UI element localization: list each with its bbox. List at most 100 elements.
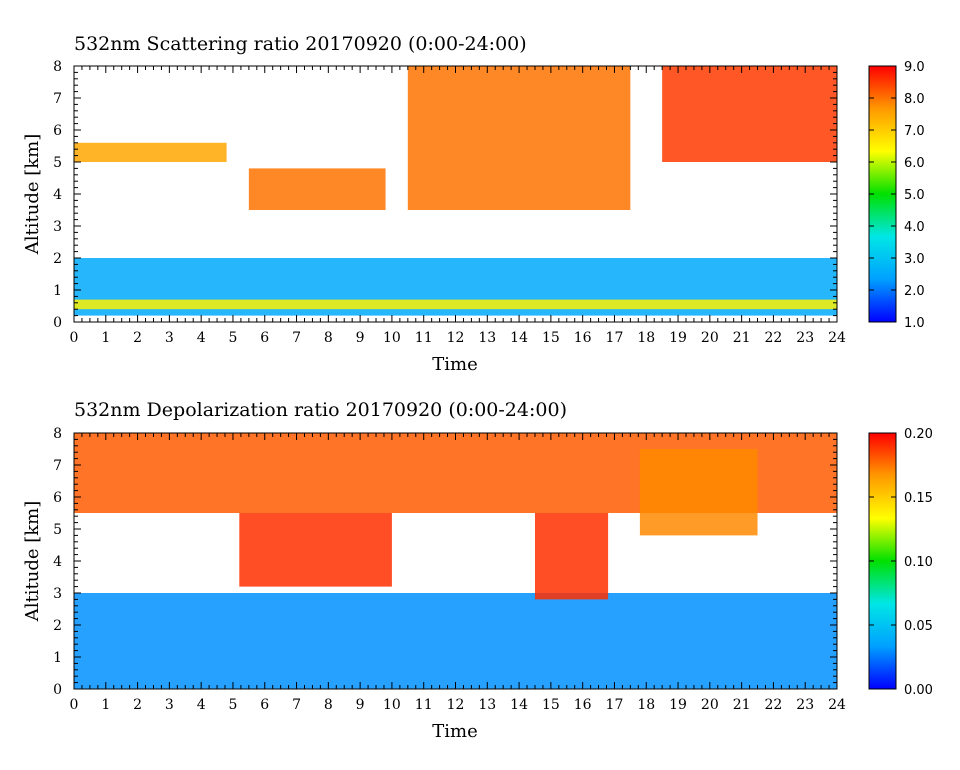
x-tick-label: 16	[574, 697, 592, 713]
heatmap-area	[74, 433, 837, 689]
heatmap-cell	[662, 66, 837, 162]
y-axis: 0 1 2 3 4 5 6 7 8	[53, 59, 837, 331]
x-tick-label: 18	[637, 330, 655, 346]
x-axis-label: Time	[432, 354, 477, 375]
x-tick-label: 5	[228, 697, 237, 713]
y-tick-label: 7	[53, 458, 62, 474]
x-tick-label: 9	[356, 330, 365, 346]
heatmap-cell	[407, 66, 631, 210]
x-tick-label: 7	[292, 330, 301, 346]
x-tick-label: 16	[574, 330, 592, 346]
x-tick-label: 19	[669, 697, 687, 713]
heatmap-cell	[74, 142, 227, 162]
colorbar-tick-label: 0.10	[904, 555, 933, 570]
x-tick-label: 23	[796, 697, 814, 713]
heatmap-cell	[74, 593, 837, 689]
x-tick-label: 17	[606, 697, 624, 713]
y-tick-label: 0	[53, 315, 62, 331]
colorbar-tick-label: 0.00	[904, 683, 933, 698]
y-tick-label: 2	[53, 251, 62, 267]
x-tick-label: 1	[101, 330, 110, 346]
x-tick-label: 15	[542, 697, 560, 713]
x-tick-label: 22	[765, 697, 783, 713]
scattering-ratio-panel: 532nm Scattering ratio 20170920 (0:00-24…	[22, 33, 925, 375]
x-tick-label: 8	[324, 330, 333, 346]
heatmap-cell	[534, 513, 609, 600]
x-tick-label: 22	[765, 330, 783, 346]
x-axis-label: Time	[432, 721, 477, 742]
y-tick-label: 2	[53, 618, 62, 634]
x-tick-label: 21	[733, 330, 751, 346]
heatmap-area	[74, 66, 837, 316]
x-tick-label: 20	[701, 697, 719, 713]
chart-title: 532nm Scattering ratio 20170920 (0:00-24…	[74, 33, 527, 55]
x-tick-label: 21	[733, 697, 751, 713]
colorbar: 1.0 2.0 3.0 4.0 5.0 6.0 7.0 8.0 9.0	[868, 60, 925, 331]
colorbar-tick-label: 5.0	[904, 188, 925, 203]
x-tick-label: 12	[447, 330, 465, 346]
colorbar-tick-label: 0.20	[904, 427, 933, 442]
x-axis: 0 1 2 3 4 5 6 7 8 9 10 11 12 13 14 15 16 17 18 19 20 21 22 23 24	[70, 66, 846, 346]
x-tick-label: 15	[542, 330, 560, 346]
colorbar-tick-label: 0.05	[904, 619, 933, 634]
x-tick-label: 6	[260, 697, 269, 713]
y-tick-label: 6	[53, 123, 62, 139]
x-tick-label: 0	[70, 330, 79, 346]
x-tick-label: 13	[478, 330, 496, 346]
y-axis: 0 1 2 3 4 5 6 7 8	[53, 426, 837, 698]
y-axis-label: Altitude [km]	[22, 501, 43, 623]
x-tick-label: 24	[828, 697, 846, 713]
y-tick-label: 3	[53, 586, 62, 602]
colorbar-tick-label: 8.0	[904, 92, 925, 107]
x-tick-label: 6	[260, 330, 269, 346]
colorbar-tick-label: 3.0	[904, 252, 925, 267]
x-tick-label: 3	[165, 330, 174, 346]
x-tick-label: 2	[133, 697, 142, 713]
heatmap-cell	[239, 513, 392, 587]
y-tick-label: 8	[53, 426, 62, 442]
x-tick-label: 17	[606, 330, 624, 346]
y-tick-label: 1	[53, 283, 62, 299]
colorbar-tick-label: 1.0	[904, 316, 925, 331]
x-tick-label: 1	[101, 697, 110, 713]
x-tick-label: 4	[197, 330, 206, 346]
colorbar-tick-label: 2.0	[904, 284, 925, 299]
colorbar-tick-label: 0.15	[904, 491, 933, 506]
x-tick-label: 10	[383, 330, 401, 346]
y-axis-label: Altitude [km]	[22, 134, 43, 256]
y-tick-label: 8	[53, 59, 62, 75]
x-tick-label: 11	[415, 697, 433, 713]
colorbar: 0.00 0.05 0.10 0.15 0.20	[868, 427, 933, 698]
x-tick-label: 5	[228, 330, 237, 346]
x-tick-label: 10	[383, 697, 401, 713]
x-tick-label: 19	[669, 330, 687, 346]
x-tick-label: 23	[796, 330, 814, 346]
y-tick-label: 0	[53, 682, 62, 698]
y-tick-label: 4	[53, 187, 62, 203]
chart-title: 532nm Depolarization ratio 20170920 (0:0…	[74, 399, 567, 421]
x-tick-label: 2	[133, 330, 142, 346]
heatmap-cell	[248, 168, 386, 210]
depolarization-ratio-panel: 532nm Depolarization ratio 20170920 (0:0…	[22, 399, 933, 742]
colorbar-tick-label: 9.0	[904, 60, 925, 75]
y-tick-label: 5	[53, 155, 62, 171]
heatmap-cell	[74, 299, 837, 310]
x-tick-label: 4	[197, 697, 206, 713]
x-tick-label: 14	[510, 697, 528, 713]
colorbar-tick-label: 7.0	[904, 124, 925, 139]
y-tick-label: 3	[53, 219, 62, 235]
x-tick-label: 9	[356, 697, 365, 713]
x-tick-label: 0	[70, 697, 79, 713]
y-tick-label: 7	[53, 91, 62, 107]
x-tick-label: 14	[510, 330, 528, 346]
colorbar-tick-label: 6.0	[904, 156, 925, 171]
y-tick-label: 4	[53, 554, 62, 570]
y-tick-label: 5	[53, 522, 62, 538]
x-axis: 0 1 2 3 4 5 6 7 8 9 10 11 12 13 14 15 16 17 18 19 20 21 22 23 24	[70, 433, 846, 713]
x-tick-label: 11	[415, 330, 433, 346]
x-tick-label: 18	[637, 697, 655, 713]
x-tick-label: 13	[478, 697, 496, 713]
heatmap-cell	[639, 449, 758, 536]
y-tick-label: 1	[53, 650, 62, 666]
